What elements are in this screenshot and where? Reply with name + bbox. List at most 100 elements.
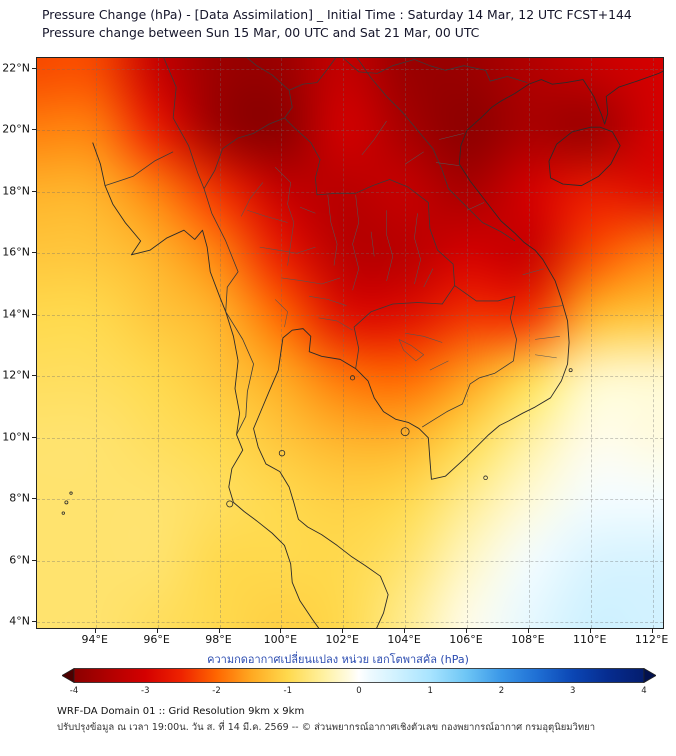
coastline-east-path (254, 70, 664, 629)
gridline-vertical (467, 58, 468, 628)
colorbar-label: ความกดอากาศเปลี่ยนแปลง หน่วย เฮกโตพาสคัล… (207, 653, 469, 666)
y-axis: 22°N 20°N 18°N 16°N 14°N 12°N 10°N 8°N 6°N 4°N (0, 57, 32, 629)
colorbar-tick-label: -3 (141, 686, 150, 696)
small-islands (62, 369, 572, 515)
y-tick-mark (32, 190, 36, 192)
gridline-vertical (590, 58, 592, 628)
province-borders-path (241, 121, 563, 370)
gridline-vertical (652, 58, 654, 628)
y-tick-label: 4°N (9, 614, 30, 628)
gridline-vertical (157, 58, 159, 628)
phu-quoc-island-icon (401, 428, 409, 436)
gridline-horizontal (37, 622, 663, 624)
andaman-islet-icon (70, 492, 72, 494)
y-tick-label: 6°N (9, 553, 30, 567)
y-tick-label: 22°N (2, 61, 30, 75)
y-tick-label: 18°N (2, 184, 30, 198)
y-tick-mark (32, 621, 36, 623)
tonle-sap-lake-path (399, 339, 424, 361)
pressure-field-canvas (37, 58, 663, 628)
update-info-text: ปรับปรุงข้อมูล ณ เวลา 19:00น. วัน ส. ที่… (57, 722, 596, 733)
gridline-vertical (343, 58, 345, 628)
x-tick-mark (589, 629, 591, 633)
gridline-horizontal (37, 314, 663, 316)
y-tick-mark (32, 436, 36, 438)
colorbar-tick-label: 0 (356, 686, 362, 696)
y-tick-mark (32, 313, 36, 315)
colorbar-tick-label: 4 (641, 686, 647, 696)
phuket-island-icon (227, 501, 233, 507)
colorbar-tick-label: -1 (283, 686, 292, 696)
y-tick-mark (32, 375, 36, 377)
colorbar-tick-label: 1 (427, 686, 433, 696)
x-tick-mark (527, 629, 529, 633)
y-tick-mark (32, 252, 36, 254)
gridline-horizontal (37, 499, 663, 501)
colorbar (62, 668, 656, 683)
colorbar-gradient-bar (73, 668, 645, 683)
x-tick-label: 98°E (205, 633, 232, 646)
x-tick-label: 100°E (263, 633, 298, 646)
andaman-islet-icon (65, 501, 68, 504)
coastline-borders-overlay (37, 58, 664, 629)
x-axis: 94°E 96°E 98°E 100°E 102°E 104°E 106°E 108°E 110… (36, 633, 669, 647)
gridline-vertical (95, 58, 97, 628)
x-tick-label: 108°E (511, 633, 545, 646)
x-tick-mark (651, 629, 653, 633)
x-tick-label: 94°E (81, 633, 108, 646)
gridline-horizontal (37, 560, 663, 562)
plot-area (36, 57, 664, 629)
country-borders-path (105, 58, 527, 435)
andaman-islet-icon (62, 512, 64, 514)
coastline-west-path (93, 143, 320, 629)
gridline-horizontal (37, 437, 663, 439)
y-tick-label: 8°N (9, 491, 30, 505)
y-tick-label: 14°N (2, 307, 30, 321)
gridline-horizontal (37, 191, 663, 193)
ko-chang-island-icon (350, 376, 354, 380)
y-tick-label: 12°N (2, 368, 30, 382)
gridline-vertical (528, 58, 530, 628)
y-tick-label: 10°N (2, 430, 30, 444)
gridline-horizontal (37, 68, 663, 70)
colorbar-tick-label: -2 (212, 686, 221, 696)
gridline-vertical (219, 58, 221, 628)
x-tick-label: 102°E (325, 633, 359, 646)
colorbar-right-arrow (643, 668, 656, 683)
x-tick-label: 106°E (449, 633, 483, 646)
y-tick-mark (32, 129, 36, 131)
x-tick-mark (466, 629, 467, 633)
x-tick-label: 96°E (143, 633, 170, 646)
chart-title: Pressure Change (hPa) - [Data Assimilati… (42, 7, 632, 22)
colorbar-left-arrow (62, 668, 75, 683)
y-tick-label: 20°N (2, 122, 30, 136)
gridline-horizontal (37, 253, 663, 255)
x-tick-label: 112°E (634, 633, 669, 646)
colorbar-tick-label: 2 (498, 686, 505, 696)
con-dao-island-icon (484, 476, 488, 480)
colorbar-tick-labels: -4 -3 -2 -1 0 1 2 3 4 (62, 686, 656, 697)
y-tick-mark (32, 67, 36, 69)
x-tick-label: 104°E (387, 633, 421, 646)
x-tick-mark (218, 629, 220, 633)
model-info-text: WRF-DA Domain 01 :: Grid Resolution 9km … (57, 706, 305, 717)
vietnam-islet-icon (569, 369, 572, 372)
samui-island-icon (279, 450, 285, 456)
x-tick-mark (94, 629, 96, 633)
x-tick-mark (280, 629, 282, 633)
y-tick-label: 16°N (2, 245, 30, 259)
hainan-island-path (549, 127, 620, 185)
y-tick-mark (32, 559, 36, 561)
x-tick-label: 110°E (573, 633, 607, 646)
chart-subtitle: Pressure change between Sun 15 Mar, 00 U… (42, 25, 480, 40)
chart-header: Pressure Change (hPa) - [Data Assimilati… (42, 6, 632, 42)
colorbar-tick-label: -4 (69, 686, 79, 696)
x-tick-mark (156, 629, 158, 633)
x-tick-mark (404, 629, 406, 633)
gridline-horizontal (37, 376, 663, 378)
colorbar-tick-label: 3 (570, 686, 576, 696)
x-tick-mark (342, 629, 344, 633)
gridline-horizontal (37, 130, 663, 132)
y-tick-mark (32, 498, 36, 500)
